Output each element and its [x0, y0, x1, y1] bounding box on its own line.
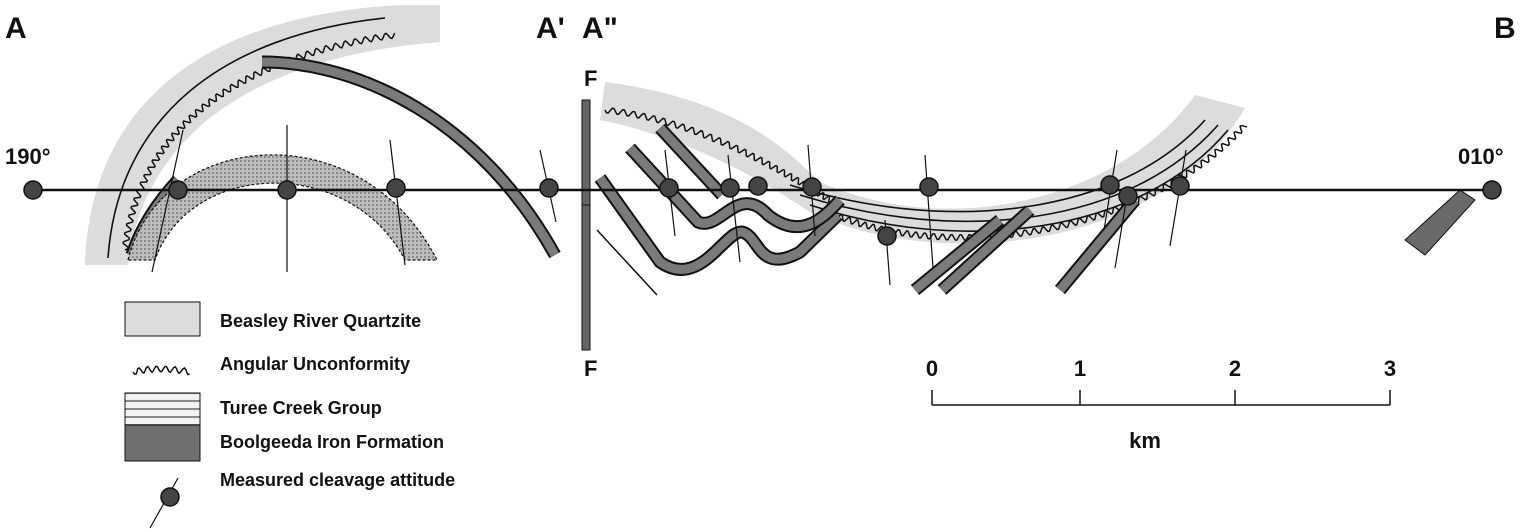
bearing: 190° [5, 144, 51, 169]
cross-section: A A' A" B 190° 010° F F Beasley River Qu… [0, 0, 1523, 531]
scale-label: 0 [926, 356, 938, 381]
legend-label: Angular Unconformity [220, 354, 410, 374]
legend-label: Turee Creek Group [220, 398, 382, 418]
section-label: A" [582, 12, 618, 45]
section-label: A [5, 12, 27, 45]
fault-label: F [584, 356, 597, 381]
fault [582, 205, 590, 350]
legend-swatch [161, 488, 179, 506]
scale-label: 1 [1074, 356, 1086, 381]
scale-bar [932, 390, 1390, 405]
scale-unit: km [1129, 428, 1161, 453]
scale-label: 3 [1384, 356, 1396, 381]
legend-swatch [125, 302, 200, 336]
legend-swatch [133, 366, 190, 374]
section-label: A' [536, 12, 565, 45]
legend-label: Measured cleavage attitude [220, 470, 455, 490]
section-label: B [1494, 12, 1516, 45]
legend-label: Beasley River Quartzite [220, 311, 421, 331]
scale-label: 2 [1229, 356, 1241, 381]
fault-label: F [584, 66, 597, 91]
legend-swatch [125, 425, 200, 461]
legend-swatch [125, 393, 200, 425]
bearing: 010° [1458, 144, 1504, 169]
legend-label: Boolgeeda Iron Formation [220, 432, 444, 452]
